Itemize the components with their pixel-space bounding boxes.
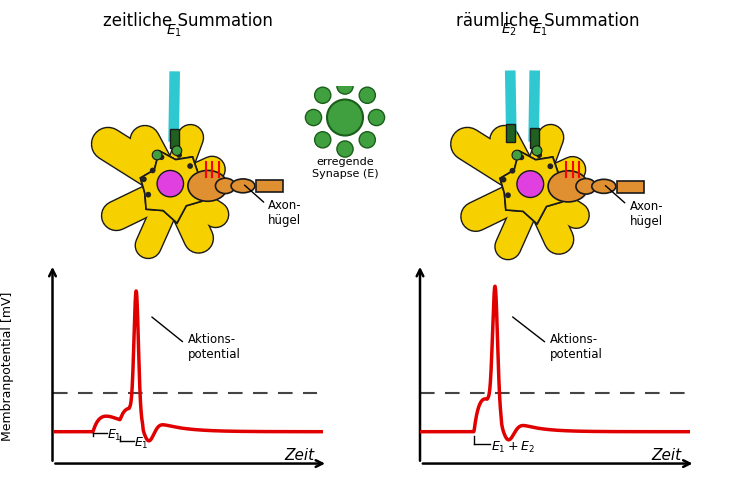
- Circle shape: [337, 79, 353, 95]
- Circle shape: [512, 151, 522, 161]
- Text: $E_1 + E_2$: $E_1 + E_2$: [490, 439, 535, 454]
- Circle shape: [315, 132, 331, 149]
- Polygon shape: [140, 152, 210, 224]
- Circle shape: [548, 164, 554, 170]
- Bar: [506, 125, 515, 142]
- Circle shape: [536, 153, 542, 159]
- Ellipse shape: [188, 171, 227, 202]
- Bar: [170, 129, 179, 149]
- Circle shape: [517, 171, 544, 198]
- Bar: [256, 181, 283, 193]
- Text: Aktions-
potential: Aktions- potential: [513, 317, 602, 360]
- Ellipse shape: [231, 180, 255, 193]
- Text: $E_2$: $E_2$: [501, 21, 517, 38]
- Circle shape: [327, 101, 363, 136]
- Circle shape: [359, 88, 375, 104]
- Text: Zeit: Zeit: [652, 447, 682, 462]
- Polygon shape: [500, 152, 571, 224]
- Circle shape: [157, 171, 184, 198]
- Bar: [617, 182, 644, 194]
- Circle shape: [368, 110, 385, 126]
- Text: zeitliche Summation: zeitliche Summation: [103, 12, 272, 30]
- Circle shape: [505, 193, 511, 199]
- Circle shape: [172, 146, 182, 156]
- Text: $E_1$: $E_1$: [166, 23, 182, 39]
- Polygon shape: [500, 152, 571, 224]
- Text: Membranpotential [mV]: Membranpotential [mV]: [1, 291, 14, 441]
- Circle shape: [337, 142, 353, 158]
- Circle shape: [518, 155, 524, 161]
- Circle shape: [176, 153, 182, 159]
- Circle shape: [150, 168, 155, 174]
- Circle shape: [509, 168, 515, 174]
- Text: Axon-
hügel: Axon- hügel: [268, 198, 302, 226]
- Circle shape: [305, 110, 322, 126]
- Circle shape: [141, 177, 147, 183]
- Circle shape: [315, 88, 331, 104]
- Ellipse shape: [576, 179, 596, 195]
- Text: Aktions-
potential: Aktions- potential: [152, 317, 240, 360]
- Text: Zeit: Zeit: [284, 447, 314, 462]
- Polygon shape: [140, 152, 210, 224]
- Circle shape: [146, 192, 152, 198]
- Bar: [530, 129, 539, 149]
- Text: $E_1$: $E_1$: [134, 435, 148, 450]
- Circle shape: [532, 146, 542, 156]
- Text: $E_1$: $E_1$: [532, 21, 548, 38]
- Text: Axon-
hügel: Axon- hügel: [629, 199, 663, 227]
- Text: räumliche Summation: räumliche Summation: [456, 12, 639, 30]
- Circle shape: [152, 151, 162, 161]
- Text: $E_1$: $E_1$: [107, 427, 122, 442]
- Text: erregende
Synapse (E): erregende Synapse (E): [312, 157, 378, 179]
- Ellipse shape: [548, 171, 588, 203]
- Ellipse shape: [592, 180, 616, 194]
- Circle shape: [159, 155, 164, 161]
- Circle shape: [188, 164, 193, 169]
- Ellipse shape: [215, 179, 236, 194]
- Circle shape: [359, 132, 375, 149]
- Circle shape: [501, 177, 506, 183]
